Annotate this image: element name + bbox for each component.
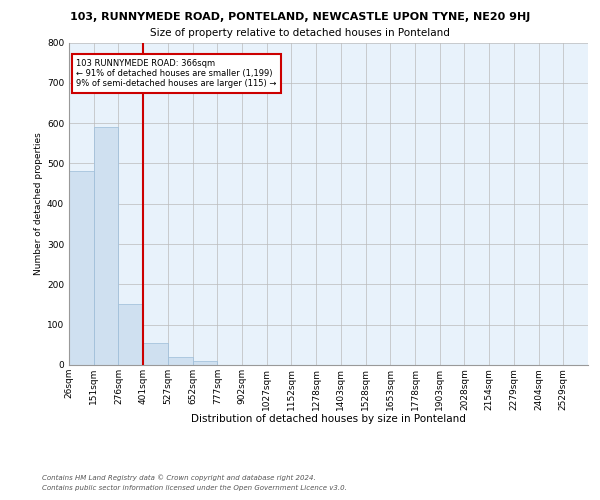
- Text: 103, RUNNYMEDE ROAD, PONTELAND, NEWCASTLE UPON TYNE, NE20 9HJ: 103, RUNNYMEDE ROAD, PONTELAND, NEWCASTL…: [70, 12, 530, 22]
- X-axis label: Distribution of detached houses by size in Ponteland: Distribution of detached houses by size …: [191, 414, 466, 424]
- Text: Contains public sector information licensed under the Open Government Licence v3: Contains public sector information licen…: [42, 485, 347, 491]
- Text: Size of property relative to detached houses in Ponteland: Size of property relative to detached ho…: [150, 28, 450, 38]
- Bar: [94, 127, 118, 365]
- Bar: [168, 356, 193, 365]
- Y-axis label: Number of detached properties: Number of detached properties: [34, 132, 43, 275]
- Bar: [69, 170, 94, 365]
- Bar: [118, 304, 143, 365]
- Text: 103 RUNNYMEDE ROAD: 366sqm
← 91% of detached houses are smaller (1,199)
9% of se: 103 RUNNYMEDE ROAD: 366sqm ← 91% of deta…: [76, 58, 277, 88]
- Bar: [143, 343, 168, 365]
- Bar: [193, 361, 217, 365]
- Text: Contains HM Land Registry data © Crown copyright and database right 2024.: Contains HM Land Registry data © Crown c…: [42, 474, 316, 481]
